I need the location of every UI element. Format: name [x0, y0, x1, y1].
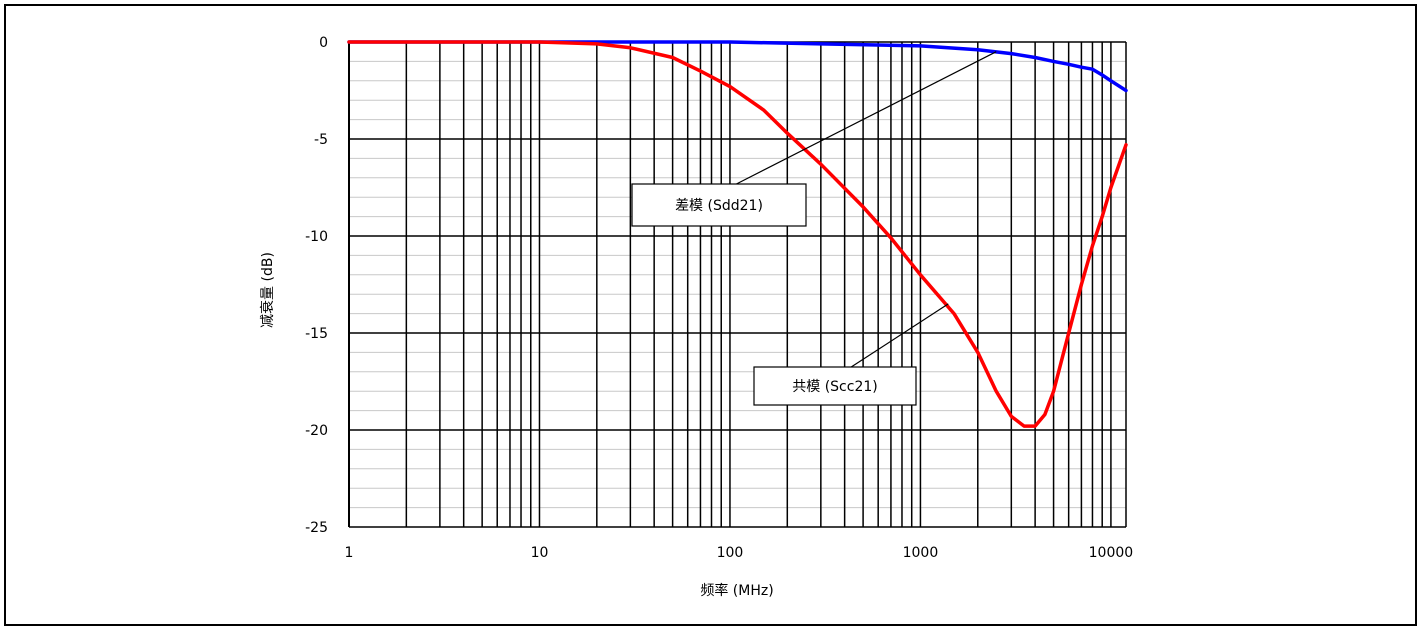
major-gridlines [348, 41, 1127, 528]
y-axis-label: 减衰量 (dB) [259, 252, 276, 328]
series-line-scc21 [347, 40, 1128, 428]
tick-labels: 0 -5 -10 -15 -20 -25 1 10 100 1000 10000 [305, 35, 1133, 561]
y-tick-label: -10 [305, 229, 328, 245]
y-tick-label: -5 [314, 132, 328, 148]
y-tick-label: -20 [305, 423, 328, 439]
x-tick-label: 1 [345, 545, 354, 561]
x-tick-label: 10000 [1089, 545, 1134, 561]
series-line-sdd21 [347, 40, 1128, 93]
y-tick-label: -15 [305, 326, 328, 342]
annotation-leader-line [736, 51, 997, 185]
series-layer [347, 40, 1128, 428]
annotation-box [631, 183, 807, 227]
chart-frame [4, 4, 1417, 626]
x-axis-label: 频率 (MHz) [700, 582, 773, 599]
annotation-label: 差模 (Sdd21) [675, 198, 763, 214]
y-tick-label: -25 [305, 520, 328, 536]
annotation-leader-line [850, 303, 949, 368]
x-tick-label: 100 [717, 545, 744, 561]
y-tick-label: 0 [319, 35, 328, 51]
annotation-box [753, 366, 917, 406]
x-tick-label: 10 [531, 545, 549, 561]
x-tick-label: 1000 [903, 545, 939, 561]
annotation-label: 共模 (Scc21) [792, 379, 877, 395]
annotation-layer: 差模 (Sdd21) 共模 (Scc21) [631, 51, 997, 406]
